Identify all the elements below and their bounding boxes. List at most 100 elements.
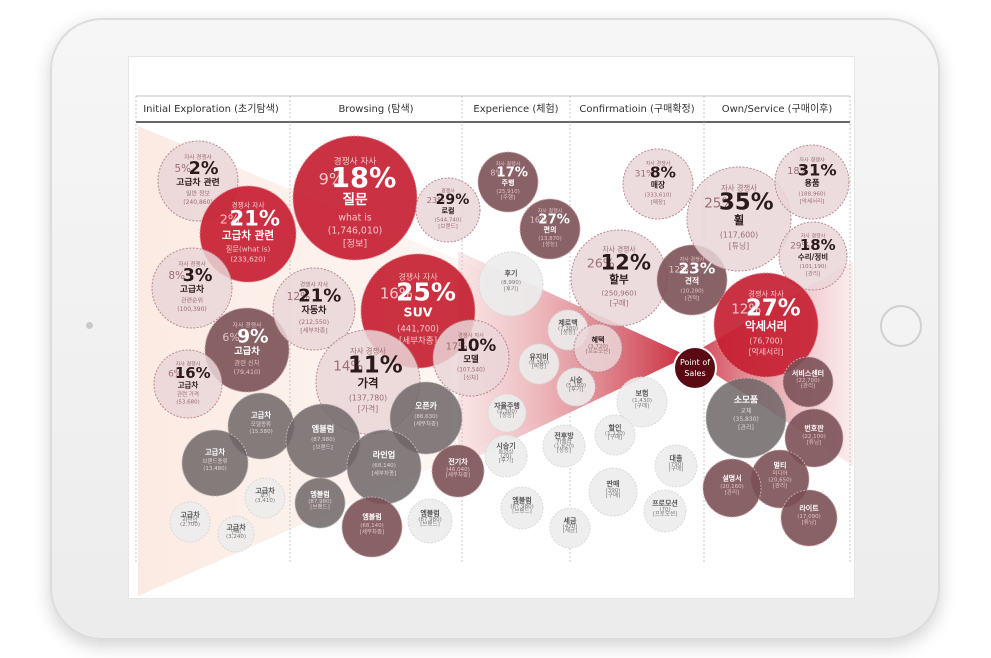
bubble-text: 편의 bbox=[544, 225, 557, 234]
bubble-conf-discount[interactable]: 할인(1,120)[구매] bbox=[594, 414, 636, 456]
bubble-exp-emblem[interactable]: 엠블럼(87,980)[브랜드] bbox=[500, 486, 544, 530]
bubble-browse-lineup[interactable]: 라인업 (68,140)[세부차종] bbox=[346, 429, 422, 505]
home-button[interactable] bbox=[880, 305, 922, 347]
bubble-text: 멀티 bbox=[774, 461, 787, 470]
bubble-exp-model[interactable]: 경쟁사 자사 17%10%모델 (107,540)[신차] bbox=[432, 319, 510, 397]
bubble-text: [세금] bbox=[563, 526, 577, 534]
share-label: 경쟁사 자사 bbox=[458, 331, 484, 339]
bubble-text: 엠블럼 bbox=[512, 496, 531, 505]
point-of-sales-line1: Point of bbox=[680, 358, 710, 367]
bubble-circle bbox=[686, 166, 792, 272]
bubble-browse-car-type[interactable]: 경쟁사 자사 12%21%자동차 (212,550)[세부차종] bbox=[272, 267, 356, 351]
bubble-conf-tax[interactable]: 세금(470)[세금] bbox=[549, 507, 591, 549]
bubble-text: 고급차 bbox=[234, 345, 260, 357]
share-label: 자사 경쟁사 bbox=[602, 245, 635, 254]
share-label: 자사 경쟁사 bbox=[496, 161, 521, 168]
bubble-text: [관리] bbox=[801, 381, 815, 389]
bubble-conf-benefit[interactable]: 혜택(3,720)[프로모션] bbox=[573, 323, 623, 373]
bubble-exp-maintenance[interactable]: 유지비(8,360)[비용] bbox=[518, 343, 560, 385]
bubble-text: (8,990) bbox=[501, 280, 521, 286]
bubble-text: 브랜드종류 bbox=[202, 457, 227, 465]
bubble-text: (2,700) bbox=[180, 522, 200, 528]
bubble-browse-electric[interactable]: 전기차(46,040)[세부차종] bbox=[431, 444, 485, 498]
bubble-browse-emblem-2[interactable]: 엠블럼(87,980)[브랜드] bbox=[294, 477, 346, 529]
bubble-text: (117,600) bbox=[720, 231, 758, 240]
bubble-text: 고급차 bbox=[180, 510, 200, 519]
bubble-own-accessory[interactable]: 경쟁사 자사 12%27%악세서리 (76,700)[악세서리] bbox=[713, 272, 819, 378]
share-label: 자사 경쟁사 bbox=[680, 256, 705, 263]
bubble-text: [관리] bbox=[738, 424, 754, 432]
bubble-circle bbox=[169, 501, 211, 543]
bubble-text: 모델 bbox=[463, 354, 479, 364]
bubble-text: [관리] bbox=[806, 269, 820, 277]
share-competitor: 18% bbox=[787, 166, 808, 177]
bubble-text: [구매] bbox=[610, 298, 629, 307]
bubble-conf-store[interactable]: 자사 경쟁사 31%8%매장 (333,610)[매장] bbox=[622, 148, 694, 220]
bubble-text: (68,140) bbox=[360, 523, 384, 529]
bubble-own-manual[interactable]: 설명서 (20,160)[관리] bbox=[702, 458, 762, 518]
share-own: 25% bbox=[396, 278, 456, 307]
bubble-text: 매장 bbox=[651, 180, 665, 190]
bubble-exp-test-drive[interactable]: 시승(5,180)[후기] bbox=[556, 367, 596, 407]
bubble-text: (15,580) bbox=[249, 429, 273, 435]
bubble-text: 유지비 bbox=[529, 352, 548, 361]
bubble-own-repair[interactable]: 자사 경쟁사 29%18%수리/정비 (101,190)[관리] bbox=[778, 221, 848, 291]
bubble-circle bbox=[556, 367, 596, 407]
bubble-browse-emblem-4[interactable]: 엠블럼(87,980)[브랜드] bbox=[407, 498, 453, 544]
share-label: 자사 경쟁사 bbox=[538, 208, 563, 215]
bubble-browse-question[interactable]: 경쟁사 자사 9%18%질문 what is (1,746,010) [정보] bbox=[292, 135, 418, 261]
share-competitor: 14% bbox=[333, 359, 363, 375]
bubble-text: (17,090) bbox=[797, 514, 821, 520]
bubble-circle bbox=[477, 151, 539, 213]
bubble-conf-insurance[interactable]: 보험(1,430)[구매] bbox=[616, 376, 668, 428]
bubble-text: [성능] bbox=[561, 328, 575, 336]
screen: Initial Exploration (초기탐색) Browsing (탐색)… bbox=[128, 56, 855, 599]
bubble-conf-sale[interactable]: 판매(390)[구매] bbox=[588, 467, 638, 517]
bubble-exp-review[interactable]: 후기 (8,990)[후기] bbox=[478, 251, 544, 317]
bubble-browse-open-car[interactable]: 오픈카 (86,630)[세부차종] bbox=[389, 381, 463, 455]
bubble-text: 엠블럼 bbox=[420, 508, 439, 517]
bubble-text: 할부 bbox=[609, 273, 629, 286]
bubble-exp-autonomous[interactable]: 자율주행(2,300)[성능] bbox=[487, 393, 527, 433]
bubble-text: (233,620) bbox=[230, 254, 266, 263]
bubble-own-plate[interactable]: 번호판 (22,100)[튜닝] bbox=[784, 408, 844, 468]
bubble-text: 교체 bbox=[740, 407, 751, 415]
bubble-conf-quote[interactable]: 자사 경쟁사 12%23%견적 (10,280)[견적] bbox=[656, 244, 728, 316]
bubble-text: [브랜드] bbox=[420, 520, 439, 528]
share-own: 2% bbox=[189, 159, 219, 179]
bubble-text: [구매] bbox=[606, 491, 620, 499]
bubble-browse-emblem-3[interactable]: 엠블럼 (68,140)[세부차종] bbox=[341, 496, 403, 558]
bubble-conf-promotion[interactable]: 프로모션(70)[프로모션] bbox=[643, 489, 687, 533]
bubble-conf-loan[interactable]: 대출(790)[구매] bbox=[654, 444, 698, 488]
bubble-text: (22,700) bbox=[796, 378, 820, 384]
bubble-own-parts[interactable]: 자사 경쟁사 18%31%용품 (188,960)[악세서리] bbox=[774, 144, 850, 220]
bubble-text: (8,360) bbox=[529, 360, 549, 366]
bubble-circle bbox=[153, 349, 223, 419]
bubble-own-service-center[interactable]: 서비스센터(22,700)[관리] bbox=[782, 356, 834, 408]
bubble-text: (86,630) bbox=[414, 414, 438, 420]
share-own: 21% bbox=[229, 205, 280, 230]
bubble-own-wheel[interactable]: 자사 경쟁사 25%35%휠 (117,600)[튜닝] bbox=[686, 166, 792, 272]
bubble-circle bbox=[294, 477, 346, 529]
bubble-text: 후기 bbox=[260, 492, 270, 500]
bubble-text: 휠 bbox=[734, 213, 745, 227]
share-competitor: 6% bbox=[168, 370, 182, 380]
bubble-own-light[interactable]: 라이트(17,090)[튜닝] bbox=[780, 489, 838, 547]
